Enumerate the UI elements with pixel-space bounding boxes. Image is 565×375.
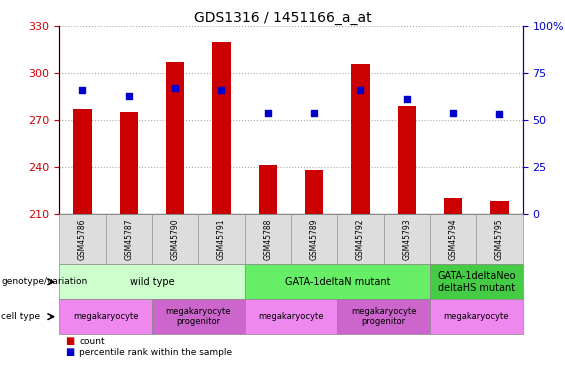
Point: [78, 87, 87, 93]
Text: GSM45790: GSM45790: [171, 218, 180, 260]
Bar: [73, 109, 92, 214]
Text: wild type: wild type: [130, 277, 174, 287]
Bar: [259, 165, 277, 214]
Bar: [305, 170, 323, 214]
Point: [124, 93, 133, 99]
Text: ■: ■: [65, 336, 74, 346]
Text: cell type: cell type: [1, 312, 40, 321]
Text: megakaryocyte: megakaryocyte: [73, 312, 138, 321]
Text: GSM45788: GSM45788: [263, 218, 272, 260]
Point: [263, 110, 272, 116]
Text: megakaryocyte
progenitor: megakaryocyte progenitor: [166, 307, 231, 326]
Point: [356, 87, 365, 93]
Text: percentile rank within the sample: percentile rank within the sample: [79, 348, 232, 357]
Text: count: count: [79, 337, 105, 346]
Bar: [398, 106, 416, 214]
Text: GSM45786: GSM45786: [78, 218, 87, 260]
Text: megakaryocyte: megakaryocyte: [444, 312, 509, 321]
Bar: [166, 62, 184, 214]
Text: megakaryocyte
progenitor: megakaryocyte progenitor: [351, 307, 416, 326]
Text: GSM45793: GSM45793: [402, 218, 411, 260]
Point: [310, 110, 319, 116]
Text: ■: ■: [65, 347, 74, 357]
Point: [449, 110, 458, 116]
Text: megakaryocyte: megakaryocyte: [258, 312, 324, 321]
Point: [495, 111, 504, 117]
Text: GATA-1deltaNeo
deltaHS mutant: GATA-1deltaNeo deltaHS mutant: [437, 271, 515, 292]
Bar: [120, 112, 138, 214]
Text: GATA-1deltaN mutant: GATA-1deltaN mutant: [285, 277, 390, 287]
Bar: [351, 64, 370, 214]
Bar: [444, 198, 462, 214]
Bar: [490, 201, 509, 214]
Point: [402, 96, 411, 102]
Text: genotype/variation: genotype/variation: [1, 278, 88, 286]
Text: GSM45792: GSM45792: [356, 218, 365, 260]
Point: [171, 85, 180, 91]
Bar: [212, 42, 231, 214]
Text: GSM45787: GSM45787: [124, 218, 133, 260]
Text: GSM45795: GSM45795: [495, 218, 504, 260]
Text: GSM45789: GSM45789: [310, 218, 319, 260]
Text: GSM45794: GSM45794: [449, 218, 458, 260]
Point: [217, 87, 226, 93]
Text: GSM45791: GSM45791: [217, 218, 226, 260]
Text: GDS1316 / 1451166_a_at: GDS1316 / 1451166_a_at: [194, 11, 371, 25]
